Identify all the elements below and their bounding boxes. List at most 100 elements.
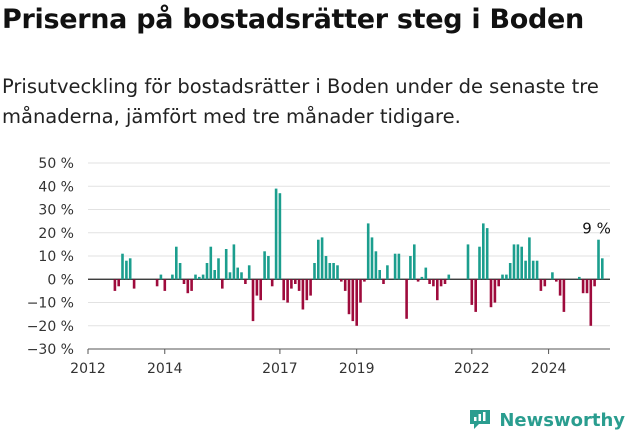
bar	[558, 279, 562, 296]
bar	[255, 279, 259, 296]
bar	[213, 270, 216, 280]
brand-logo: Newsworthy	[467, 407, 625, 433]
bar	[439, 279, 443, 287]
bar	[581, 279, 585, 294]
bar	[305, 279, 309, 301]
bar	[182, 279, 186, 284]
x-axis: 2012 2014 2017 2019 2022 2024	[70, 348, 610, 377]
bar	[601, 258, 604, 280]
bar	[286, 279, 289, 303]
bar	[113, 279, 117, 291]
bar	[270, 279, 274, 287]
y-tick-label: 30 %	[38, 203, 74, 219]
bar	[259, 279, 262, 301]
bar	[374, 251, 378, 280]
bar	[125, 260, 128, 280]
bar	[508, 263, 512, 280]
bar	[497, 279, 500, 287]
bar	[524, 260, 527, 280]
bar	[209, 246, 213, 280]
chart-title: Priserna på bostadsrätter steg i Boden	[2, 4, 584, 35]
bar	[562, 279, 566, 312]
bar	[482, 223, 485, 280]
bar	[589, 279, 593, 326]
bar	[343, 279, 347, 291]
bar	[121, 253, 124, 280]
bar	[420, 276, 424, 280]
x-tick-label: 2024	[531, 361, 567, 377]
bar	[555, 279, 558, 282]
bar	[528, 237, 531, 280]
bar	[485, 228, 489, 280]
bar	[551, 272, 554, 280]
bar	[198, 276, 201, 280]
data-label-latest: 9 %	[582, 220, 611, 238]
x-tick-label: 2022	[454, 361, 490, 377]
bar	[336, 265, 339, 280]
bar	[324, 256, 328, 280]
bar	[163, 279, 167, 291]
bar	[489, 279, 493, 308]
bar	[320, 237, 324, 280]
bar	[578, 276, 581, 280]
y-tick-label: −20 %	[27, 319, 74, 335]
bar	[301, 279, 305, 310]
bar	[328, 263, 332, 280]
bar	[332, 263, 335, 280]
bar	[378, 270, 381, 280]
bar	[382, 279, 385, 284]
bar	[267, 256, 270, 280]
bar	[359, 279, 362, 303]
bar	[443, 279, 447, 284]
bar	[355, 279, 358, 326]
bar	[593, 279, 596, 287]
bar	[543, 279, 547, 287]
bar	[501, 274, 504, 280]
bar	[274, 188, 278, 280]
bar	[585, 279, 589, 294]
bar	[428, 279, 431, 284]
bar	[386, 265, 389, 280]
x-tick-label: 2014	[147, 361, 183, 377]
bar	[194, 274, 197, 280]
bar	[201, 274, 205, 280]
bar	[294, 279, 297, 284]
bar	[520, 246, 523, 280]
bars	[113, 188, 604, 326]
bar	[278, 193, 282, 280]
bar	[470, 279, 474, 305]
bar	[282, 279, 285, 301]
bar	[370, 237, 374, 280]
y-tick-label: 10 %	[38, 249, 74, 265]
bar	[363, 279, 366, 282]
y-axis-ticks: −30 % −20 % −10 % 0 % 10 % 20 % 30 % 40 % 50 %	[27, 156, 74, 358]
bar	[317, 239, 320, 280]
bar	[178, 263, 182, 280]
y-tick-label: 50 %	[38, 156, 74, 172]
bar	[366, 223, 370, 280]
bar	[221, 279, 224, 289]
bar	[432, 279, 435, 287]
y-tick-label: 40 %	[38, 179, 74, 195]
bar	[159, 274, 163, 280]
x-tick-label: 2019	[339, 361, 375, 377]
bar	[347, 279, 351, 315]
bar	[531, 260, 535, 280]
y-tick-label: −30 %	[27, 342, 74, 358]
bar	[340, 279, 343, 282]
bar	[309, 279, 312, 296]
bar	[512, 244, 516, 280]
bar	[493, 279, 497, 303]
bar	[232, 244, 236, 280]
bar	[474, 279, 477, 312]
bar	[128, 258, 132, 280]
bar	[155, 279, 159, 287]
bar	[597, 239, 600, 280]
bar	[247, 265, 251, 280]
bar	[205, 263, 209, 280]
bar	[436, 279, 439, 301]
bar	[447, 274, 451, 280]
bar	[132, 279, 136, 289]
brand-name: Newsworthy	[499, 409, 625, 431]
bar	[478, 246, 481, 280]
